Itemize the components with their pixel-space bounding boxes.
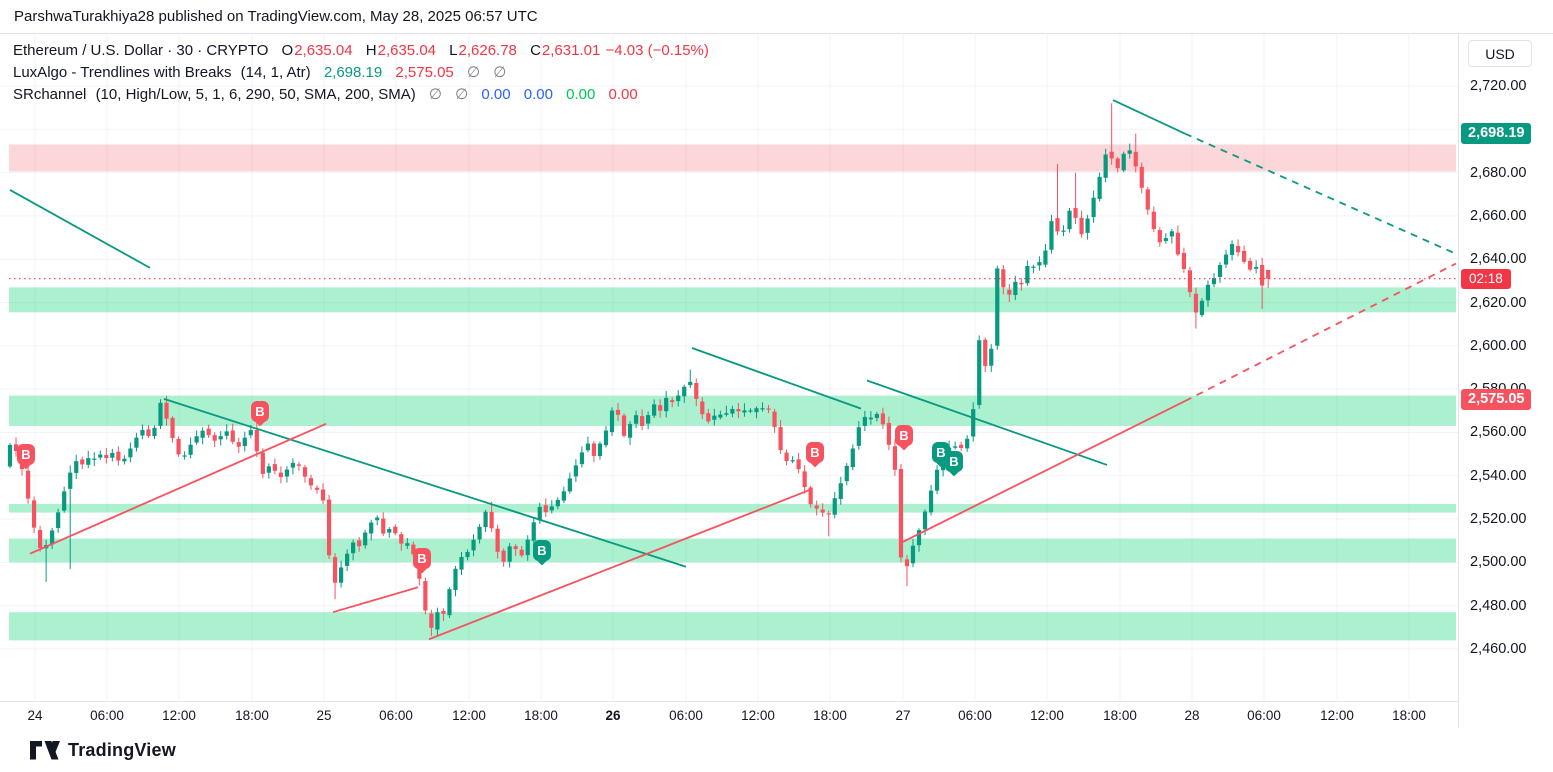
- legend-luxalgo-row: LuxAlgo - Trendlines with Breaks (14, 1,…: [13, 62, 709, 84]
- time-axis-day-label: 26: [605, 708, 621, 723]
- trendline-break-label-down: B: [806, 442, 824, 464]
- srchannel-value-2: 0.00: [523, 86, 553, 103]
- ohlc-open-key: O: [281, 42, 294, 59]
- chart-plot-area[interactable]: Ethereum / U.S. Dollar · 30 · CRYPTO O2,…: [0, 34, 1458, 701]
- time-axis-label: 18:00: [1103, 708, 1137, 723]
- time-axis-label: 18:00: [1392, 708, 1426, 723]
- price-tick-label: 2,640.00: [1470, 251, 1527, 268]
- indicator-luxalgo-title: LuxAlgo - Trendlines with Breaks: [13, 64, 232, 81]
- srchannel-value-4: 0.00: [608, 86, 638, 103]
- published-caption: ParshwaTurakhiya28 published on TradingV…: [14, 8, 538, 25]
- trendline-break-label-down: B: [17, 444, 35, 466]
- indicator-srchannel-title: SRchannel: [13, 86, 87, 103]
- sr-zones-layer: [9, 144, 1456, 641]
- time-axis-label: 06:00: [1247, 708, 1281, 723]
- trendlines-layer: [9, 99, 1457, 641]
- footer-bar: TradingView: [0, 728, 1553, 772]
- luxalgo-empty-1: ∅: [466, 64, 481, 81]
- luxalgo-upper-value: 2,698.19: [323, 64, 383, 81]
- trendline-break-label-down: B: [413, 548, 431, 570]
- price-tick-label: 2,620.00: [1470, 294, 1527, 311]
- ohlc-low-key: L: [449, 42, 458, 59]
- ohlc-high-value: 2,635.04: [377, 42, 436, 59]
- srchannel-empty-2: ∅: [455, 86, 469, 103]
- chart-frame: Ethereum / U.S. Dollar · 30 · CRYPTO O2,…: [0, 33, 1553, 729]
- time-axis-day-label: 27: [895, 708, 911, 723]
- legend-symbol-row: Ethereum / U.S. Dollar · 30 · CRYPTO O2,…: [13, 40, 709, 62]
- price-tick-label: 2,480.00: [1470, 597, 1527, 614]
- currency-toggle-button[interactable]: USD: [1468, 40, 1532, 67]
- trendline-break-label-down: B: [895, 424, 913, 446]
- time-axis-label: 12:00: [162, 708, 196, 723]
- price-tick-label: 2,560.00: [1470, 424, 1527, 441]
- price-tick-label: 2,720.00: [1470, 78, 1527, 94]
- tradingview-logo-icon: [30, 740, 60, 759]
- indicator-price-badge: 2,698.19: [1461, 122, 1532, 144]
- luxalgo-lower-value: 2,575.05: [395, 64, 454, 81]
- legend-srchannel-row: SRchannel (10, High/Low, 5, 1, 6, 290, 5…: [13, 84, 709, 106]
- indicator-price-badge: 2,575.05: [1461, 389, 1532, 411]
- trendline-break-label-down: B: [251, 400, 269, 422]
- time-axis-day-label: 24: [27, 708, 43, 723]
- ohlc-high-key: H: [365, 42, 377, 59]
- price-tick-label: 2,600.00: [1470, 337, 1527, 354]
- time-axis-day-label: 28: [1184, 708, 1200, 723]
- price-tick-label: 2,500.00: [1470, 554, 1527, 571]
- time-axis-label: 12:00: [741, 708, 775, 723]
- bar-countdown-badge: 02:18: [1461, 268, 1511, 289]
- ohlc-close-key: C: [530, 42, 541, 59]
- time-axis-label: 06:00: [958, 708, 992, 723]
- time-axis-label: 12:00: [1320, 708, 1354, 723]
- published-caption-bar: ParshwaTurakhiya28 published on TradingV…: [0, 0, 1553, 33]
- time-axis[interactable]: 24 06:00 12:00 18:00 25 06:00 12:00 18:00 26 06:0…: [0, 701, 1458, 729]
- time-axis-label: 12:00: [1030, 708, 1064, 723]
- chart-legend: Ethereum / U.S. Dollar · 30 · CRYPTO O2,…: [13, 40, 709, 106]
- symbol-title: Ethereum / U.S. Dollar · 30 · CRYPTO: [13, 42, 269, 59]
- indicator-srchannel-params: (10, High/Low, 5, 1, 6, 290, 50, SMA, 20…: [95, 86, 416, 103]
- price-scale[interactable]: USD 2,720.00 2,680.00 2,660.00 2,640.00 2,62…: [1458, 34, 1553, 729]
- time-axis-day-label: 25: [316, 708, 332, 723]
- tradingview-logo-link[interactable]: TradingView: [30, 740, 176, 761]
- srchannel-value-3: 0.00: [566, 86, 596, 103]
- tradingview-brand-text: TradingView: [68, 739, 176, 760]
- time-axis-label: 06:00: [90, 708, 124, 723]
- luxalgo-empty-2: ∅: [493, 64, 507, 81]
- trendline-break-label-up: B: [533, 539, 551, 561]
- price-tick-label: 2,460.00: [1470, 641, 1527, 657]
- time-axis-label: 18:00: [524, 708, 558, 723]
- time-axis-label: 06:00: [669, 708, 703, 723]
- time-axis-label: 12:00: [452, 708, 486, 723]
- grid-layer: [0, 34, 1458, 701]
- indicator-luxalgo-params: (14, 1, Atr): [240, 64, 311, 81]
- time-axis-label: 18:00: [235, 708, 269, 723]
- candles-layer: [7, 103, 1271, 637]
- price-tick-label: 2,540.00: [1470, 467, 1527, 484]
- time-axis-label: 18:00: [813, 708, 847, 723]
- price-tick-label: 2,520.00: [1470, 511, 1527, 528]
- time-axis-label: 06:00: [379, 708, 413, 723]
- trendline-break-label-up: B: [945, 450, 963, 472]
- srchannel-empty-1: ∅: [428, 86, 442, 103]
- srchannel-value-1: 0.00: [481, 86, 511, 103]
- price-tick-label: 2,660.00: [1470, 207, 1527, 224]
- ohlc-low-value: 2,626.78: [458, 42, 517, 59]
- candlestick-chart: [0, 34, 1458, 701]
- ohlc-open-value: 2,635.04: [294, 42, 353, 59]
- ohlc-change: −4.03 (−0.15%): [605, 42, 709, 59]
- price-tick-label: 2,680.00: [1470, 164, 1527, 181]
- ohlc-close-value: 2,631.01: [541, 42, 601, 59]
